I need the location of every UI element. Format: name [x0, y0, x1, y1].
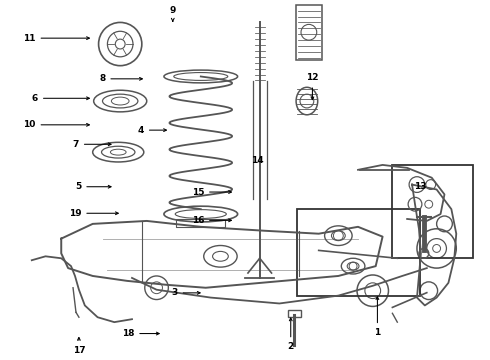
Text: 15: 15: [192, 188, 231, 197]
Text: 16: 16: [192, 216, 231, 225]
Text: 17: 17: [73, 337, 85, 355]
Text: 4: 4: [138, 126, 167, 135]
Bar: [297, 209, 420, 296]
Bar: [288, 310, 300, 317]
Text: 3: 3: [172, 288, 200, 297]
Text: 6: 6: [32, 94, 89, 103]
Text: 19: 19: [69, 209, 118, 218]
Bar: [392, 165, 473, 258]
Text: 11: 11: [23, 33, 89, 42]
Text: 7: 7: [73, 140, 111, 149]
Text: 10: 10: [23, 120, 89, 129]
Text: 8: 8: [99, 74, 143, 83]
Bar: [296, 5, 321, 60]
Text: 2: 2: [288, 318, 294, 351]
Text: 14: 14: [251, 156, 263, 165]
Text: 12: 12: [306, 73, 318, 100]
Text: 5: 5: [75, 182, 111, 191]
Text: 1: 1: [374, 297, 381, 337]
Text: 9: 9: [170, 6, 176, 21]
Text: 18: 18: [122, 329, 159, 338]
Text: 13: 13: [415, 182, 427, 191]
